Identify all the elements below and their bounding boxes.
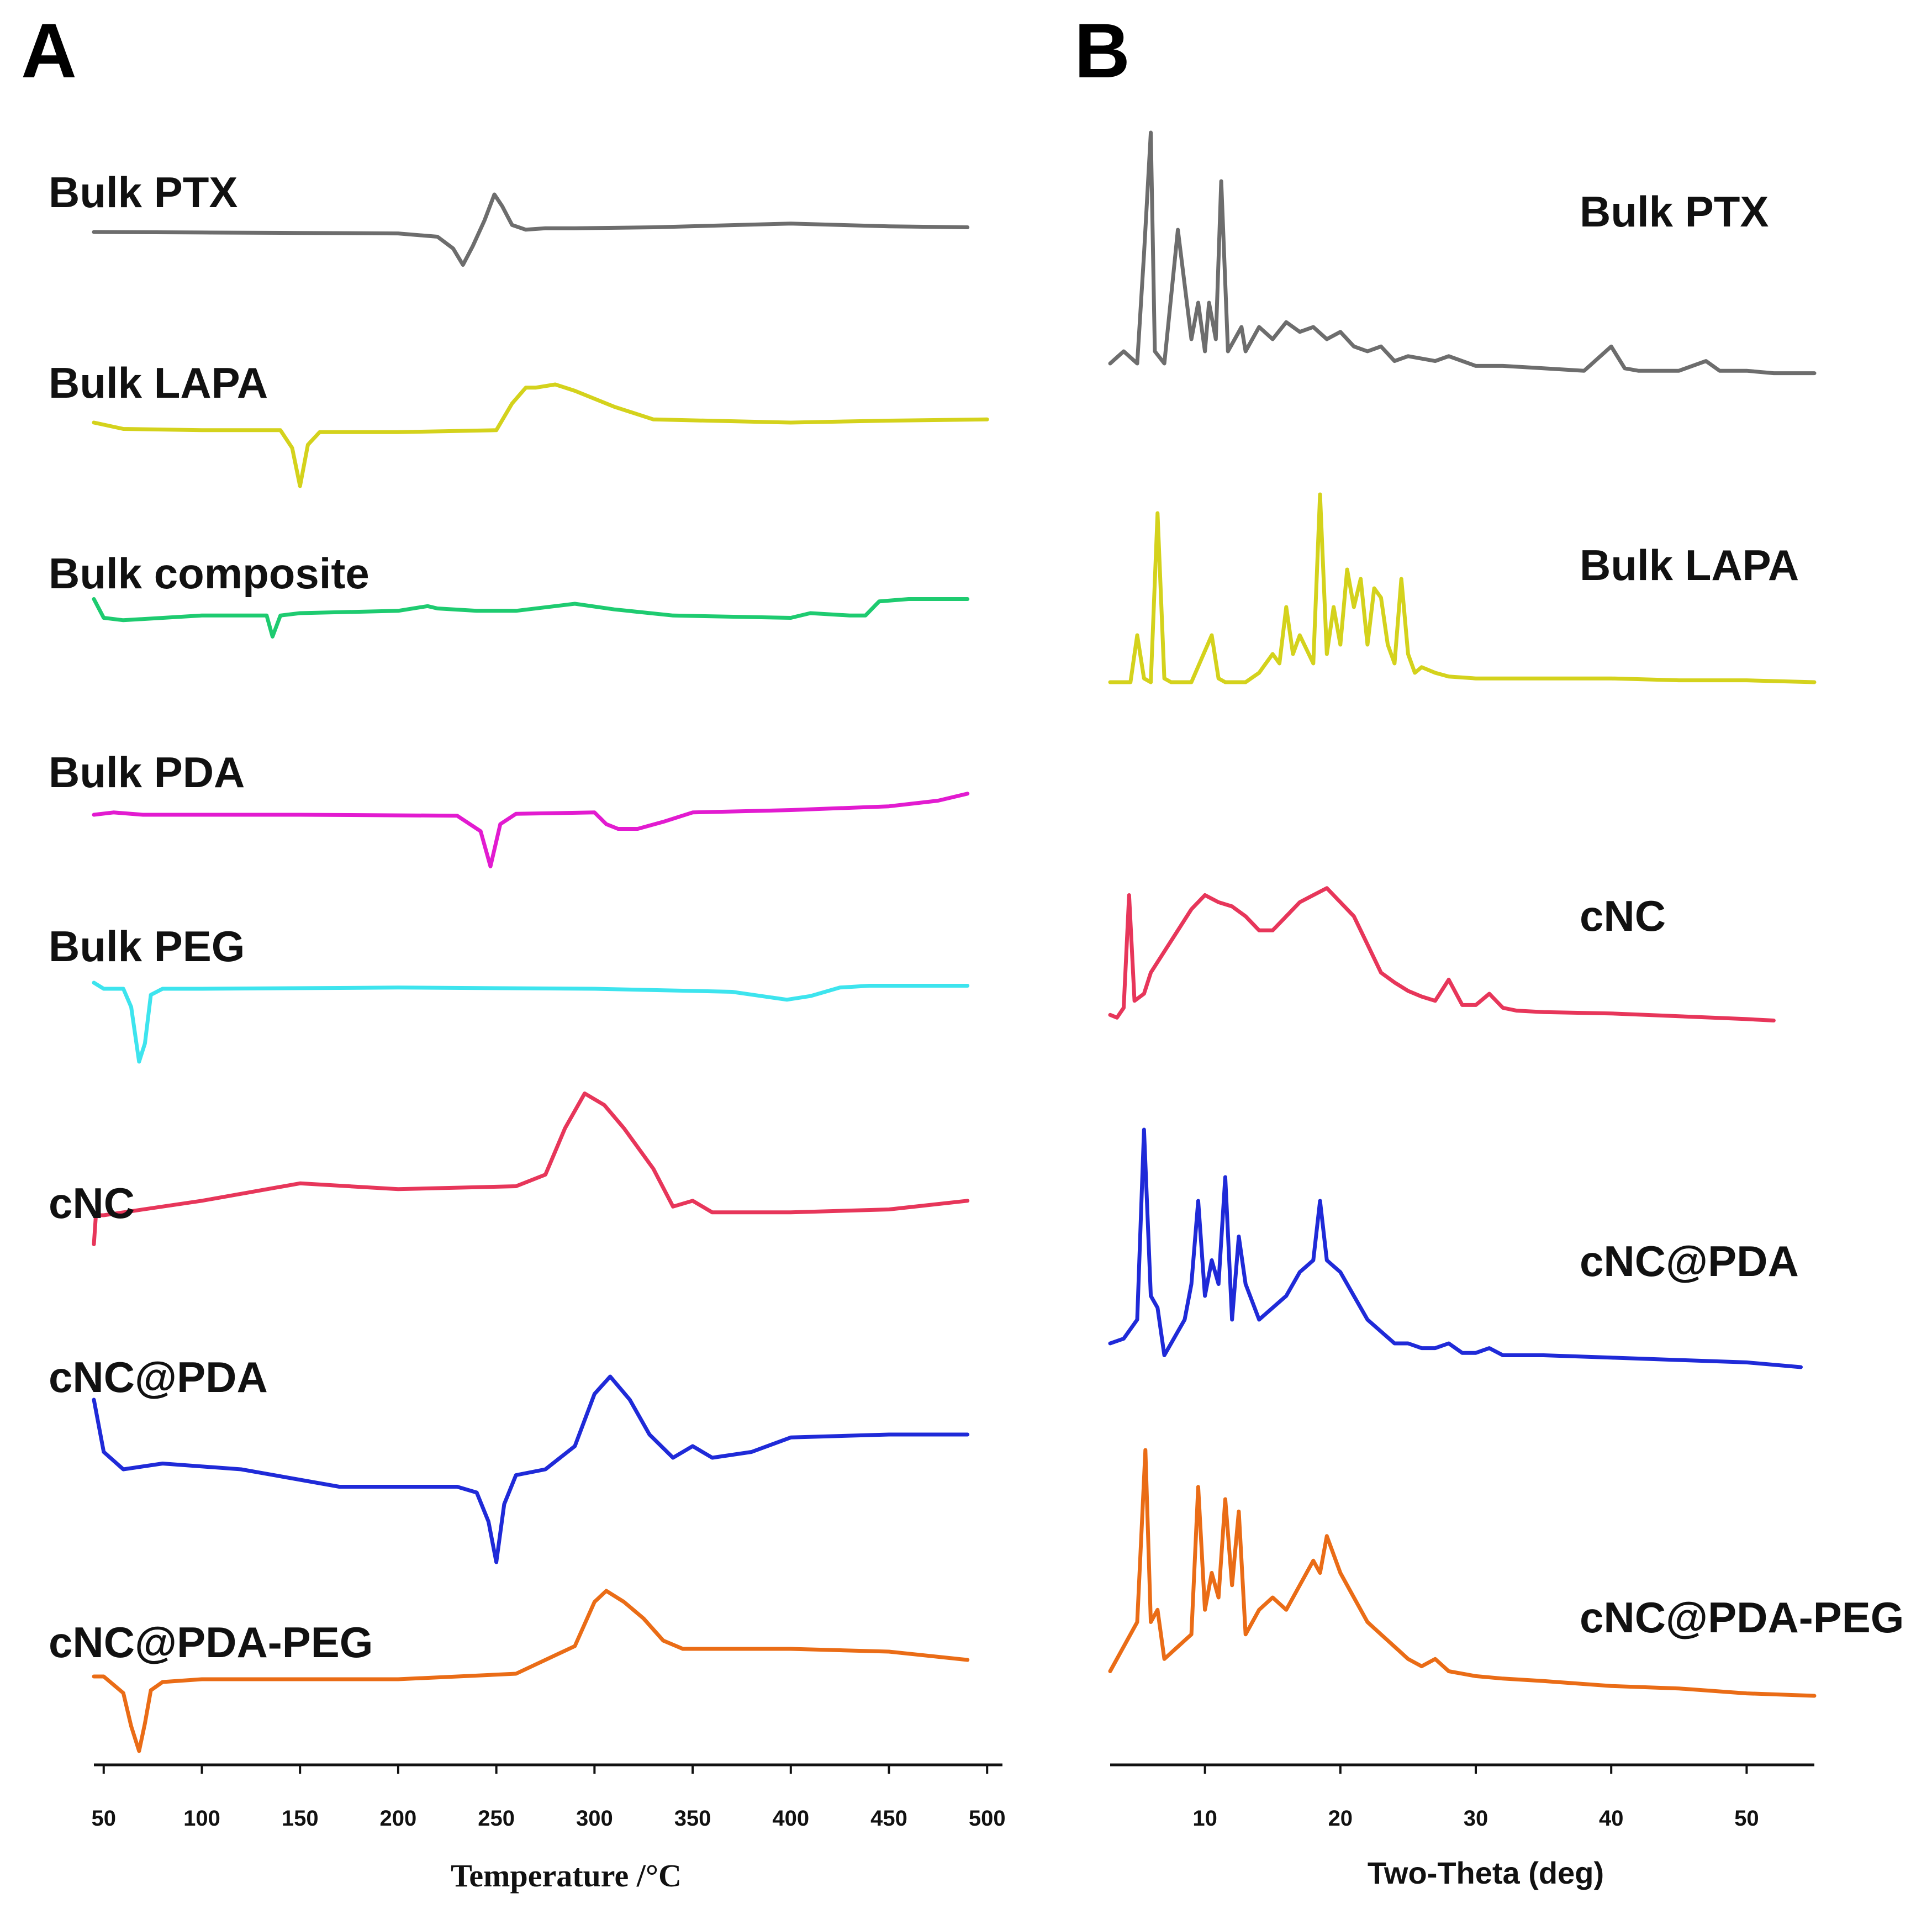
curve-a-cnc-pda: [92, 1374, 970, 1564]
curve-a-bulk-peg: [92, 980, 970, 1064]
a-tick-label: 200: [380, 1806, 417, 1831]
curve-a-bulk-composite: [92, 597, 970, 639]
curve-a-cnc-pda-peg: [92, 1589, 970, 1753]
b-series-labels: Bulk PTX Bulk LAPA cNC cNC@PDA cNC@PDA-PEG: [1580, 187, 1904, 1642]
a-tick-label: 300: [576, 1806, 613, 1831]
a-tick-label: 50: [92, 1806, 117, 1831]
a-x-axis-label: Temperature /°C: [451, 1858, 682, 1894]
b-curves: [1108, 130, 1817, 1698]
curve-b-bulk-ptx: [1108, 130, 1817, 376]
b-tick-label: 50: [1734, 1806, 1759, 1831]
a-x-ticks: 50 100 150 200 250 300 350 400 450 500: [92, 1765, 1006, 1831]
curve-b-cnc-pda-peg: [1108, 1448, 1817, 1698]
a-series-labels: Bulk PTX Bulk LAPA Bulk composite Bulk PDA B…: [49, 168, 373, 1667]
a-tick-label: 450: [870, 1806, 907, 1831]
curve-a-bulk-lapa: [92, 382, 989, 488]
b-tick-label: 40: [1599, 1806, 1624, 1831]
curve-a-bulk-pda: [92, 792, 970, 868]
panel-b-xrd-chart: Bulk PTX Bulk LAPA cNC cNC@PDA cNC@PDA-PEG 1…: [1108, 130, 1904, 1890]
b-tick-label: 30: [1464, 1806, 1488, 1831]
label-a-cnc-pda: cNC@PDA: [49, 1353, 268, 1401]
b-x-ticks: 10 20 30 40 50: [1192, 1765, 1759, 1831]
a-tick-label: 400: [772, 1806, 809, 1831]
label-a-cnc-pda-peg: cNC@PDA-PEG: [49, 1618, 373, 1667]
curve-a-cnc: [92, 1092, 970, 1246]
label-b-cnc-pda: cNC@PDA: [1580, 1237, 1799, 1285]
a-curves: [92, 192, 989, 1753]
label-a-cnc: cNC: [49, 1179, 135, 1227]
a-tick-label: 150: [282, 1806, 319, 1831]
b-tick-label: 20: [1328, 1806, 1353, 1831]
panel-a-dsc-chart: Bulk PTX Bulk LAPA Bulk composite Bulk PDA B…: [49, 168, 1006, 1894]
label-a-bulk-peg: Bulk PEG: [49, 922, 245, 971]
label-b-bulk-ptx: Bulk PTX: [1580, 187, 1769, 236]
label-a-bulk-lapa: Bulk LAPA: [49, 358, 268, 407]
b-x-axis-label: Two-Theta (deg): [1368, 1855, 1604, 1890]
curve-b-cnc: [1108, 886, 1776, 1022]
curve-b-bulk-lapa: [1108, 492, 1817, 684]
a-tick-label: 500: [969, 1806, 1006, 1831]
label-a-bulk-composite: Bulk composite: [49, 549, 369, 598]
label-a-bulk-ptx: Bulk PTX: [49, 168, 237, 217]
label-a-bulk-pda: Bulk PDA: [49, 748, 245, 797]
panel-a-letter: A: [21, 7, 77, 94]
b-tick-label: 10: [1192, 1806, 1217, 1831]
a-tick-label: 100: [183, 1806, 220, 1831]
label-b-cnc: cNC: [1580, 892, 1666, 940]
curve-a-bulk-ptx: [92, 192, 970, 267]
a-tick-label: 350: [674, 1806, 711, 1831]
curve-b-cnc-pda: [1108, 1127, 1803, 1369]
label-b-cnc-pda-peg: cNC@PDA-PEG: [1580, 1593, 1904, 1642]
panel-b-letter: B: [1074, 7, 1130, 94]
label-b-bulk-lapa: Bulk LAPA: [1580, 541, 1799, 589]
a-tick-label: 250: [478, 1806, 515, 1831]
